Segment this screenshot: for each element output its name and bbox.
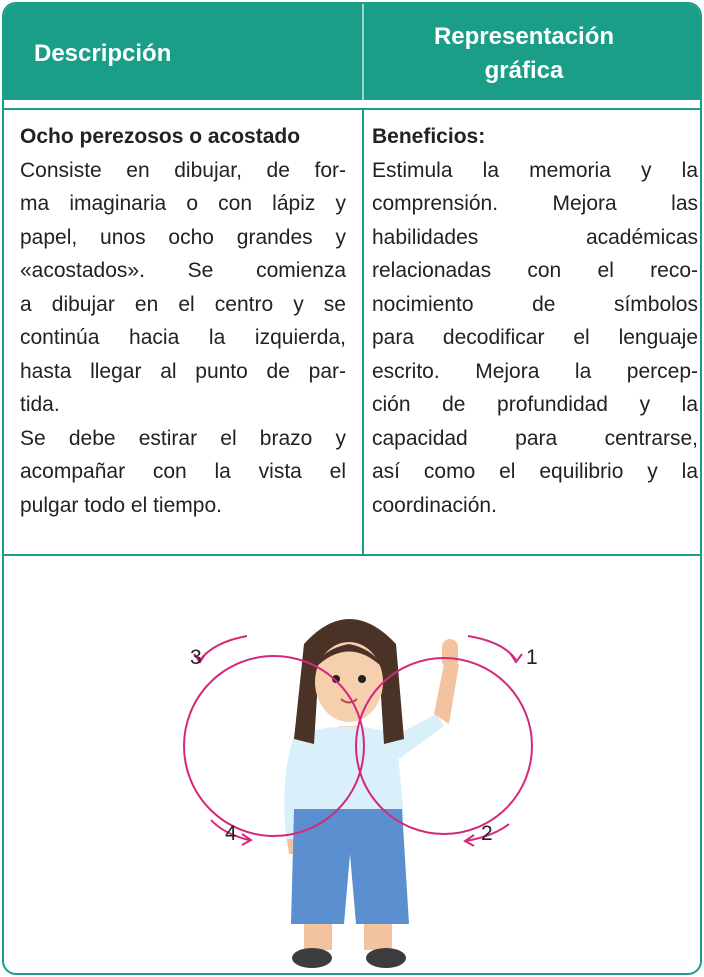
cell-title: Beneficios: (372, 125, 486, 148)
step-label: 3 (190, 646, 202, 669)
text-line: hasta llegar al punto de par- (20, 359, 346, 383)
text-line: relacionadas con el reco- (372, 259, 698, 282)
text-line: papel, unos ocho grandes y (20, 225, 346, 249)
header-cell: Representación gráfica (374, 20, 674, 88)
text-line: habilidades académicas (372, 225, 698, 249)
paragraph: Estimula la memoria y la comprensión. Mej… (372, 154, 698, 523)
text-line: comprensión. Mejora las (372, 192, 698, 215)
row: Ocho perezosos o acostado Consiste en dib… (4, 108, 700, 556)
text-line: ma imaginaria o con lápiz y (20, 192, 346, 215)
text-line: nocimiento de símbolos (372, 292, 698, 316)
text-line: Estimula la memoria y la (372, 158, 698, 182)
header-line: Representación (433, 23, 615, 50)
paragraph: Consiste en dibujar, de for-ma imaginari… (20, 154, 346, 422)
text-line: continúa hacia la izquierda, (20, 326, 346, 349)
text-line: acompañar con la vista el (20, 460, 346, 483)
header: Descripción Representación gráfica (4, 4, 700, 100)
figure-eight (183, 635, 533, 847)
cell-title: Ocho perezosos o acostado (20, 125, 301, 148)
header-cell: Descripción (34, 40, 172, 67)
girl (284, 619, 459, 968)
header-line: gráfica (484, 57, 564, 84)
step-label: 4 (225, 822, 237, 845)
text-line: Consiste en dibujar, de for- (20, 158, 346, 182)
cell: Ocho perezosos o acostado Consiste en dib… (20, 120, 346, 522)
text-line: «acostados». Se comienza (20, 259, 346, 282)
step-label: 1 (526, 646, 538, 669)
divider (362, 4, 364, 100)
text-line: a dibujar en el centro y se (20, 292, 346, 316)
paragraph: Se debe estirar el brazo y acompañar con … (20, 422, 346, 523)
text-line: pulgar todo el tiempo. (20, 493, 222, 517)
divider (362, 110, 364, 554)
text-line: para decodificar el lenguaje (372, 326, 698, 349)
text-line: escrito. Mejora la percep- (372, 359, 698, 383)
text-line: capacidad para centrarse, (372, 426, 698, 450)
text-line: Se debe estirar el brazo y (20, 426, 346, 450)
cell: Beneficios: Estimula la memoria y la compr… (372, 120, 698, 522)
text-line: ción de profundidad y la (372, 393, 698, 416)
text-line: coordinación. (372, 493, 497, 517)
illustration: 1 2 3 4 (183, 619, 538, 968)
step-label: 2 (481, 822, 493, 845)
text-line: así como el equilibrio y la (372, 460, 698, 483)
text-line: tida. (20, 393, 60, 416)
